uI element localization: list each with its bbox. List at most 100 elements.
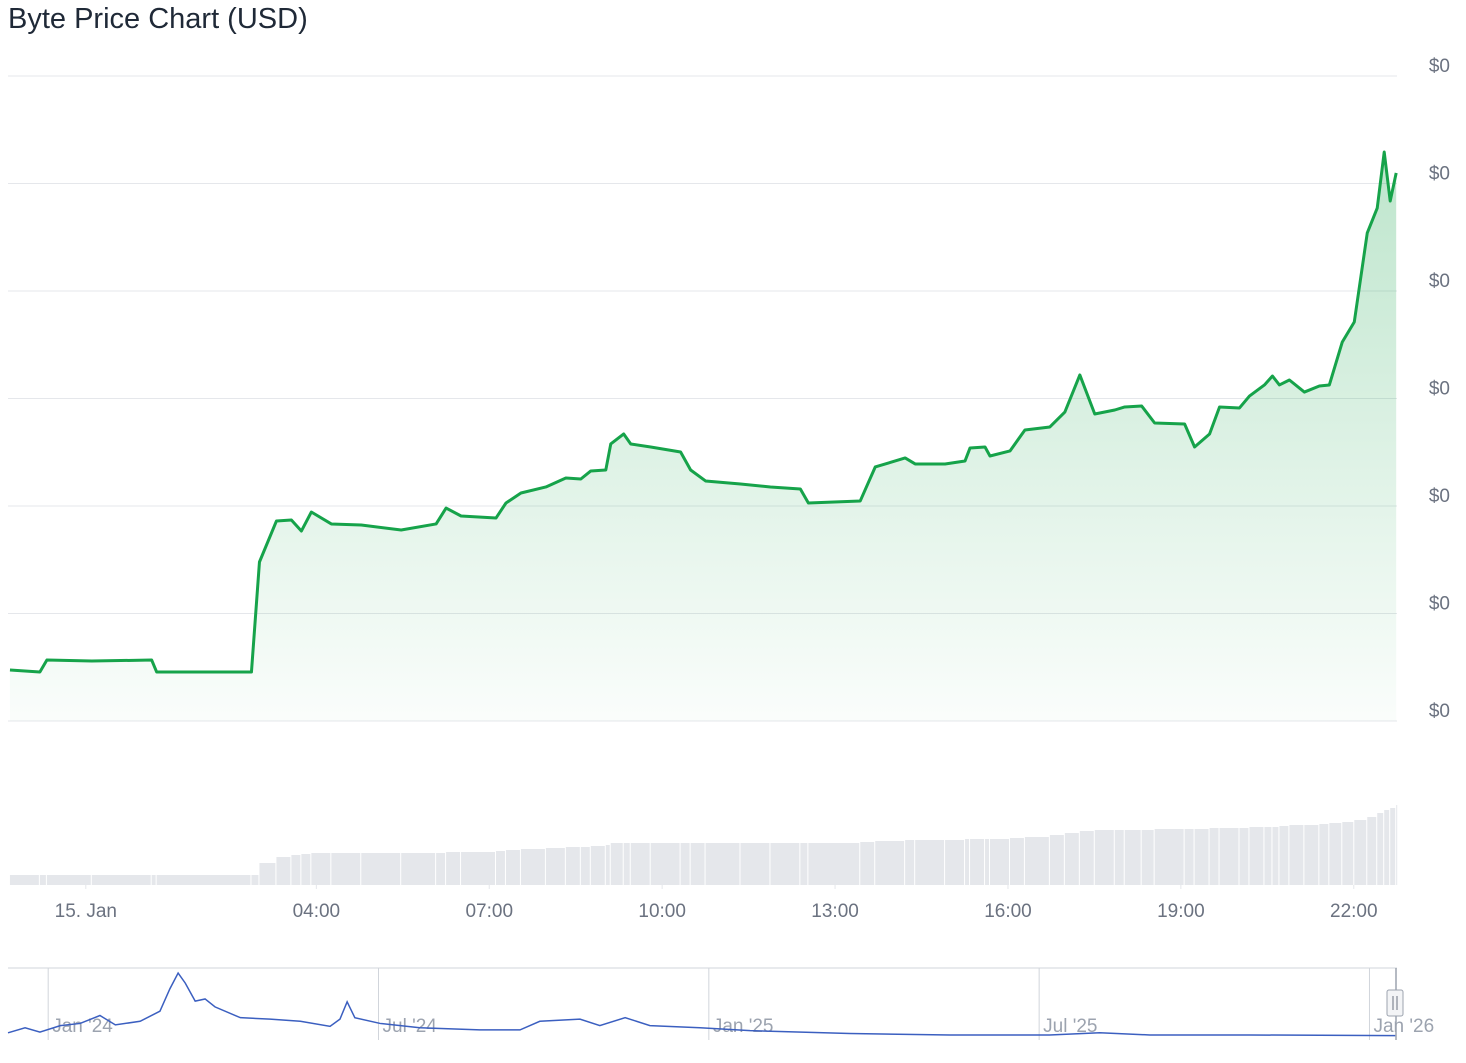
volume-bar (156, 875, 251, 885)
volume-bar (1049, 835, 1064, 885)
volume-bar (680, 843, 690, 885)
volume-bar (905, 840, 915, 885)
volume-bar (331, 853, 361, 885)
volume-bar (1279, 826, 1289, 885)
area-fill (9, 152, 1397, 721)
x-tick-label: 13:00 (811, 901, 859, 922)
volume-bar (1154, 829, 1184, 885)
handle-grip[interactable] (1386, 989, 1404, 1017)
volume-bar (650, 843, 680, 885)
volume-bar (1319, 824, 1329, 885)
x-tick-label: Jan '24 (52, 1016, 113, 1037)
x-tick-label: 15. Jan (55, 901, 117, 922)
volume-bar (989, 839, 1009, 885)
volume-bar (1272, 827, 1279, 885)
volume-bar (1124, 830, 1141, 885)
volume-bar (1264, 827, 1272, 885)
y-tick-label: $0 (1429, 271, 1450, 292)
volume-bar (1114, 830, 1124, 885)
volume-bar (1289, 825, 1304, 885)
price-line (9, 150, 1398, 674)
volume-bar (91, 875, 151, 885)
volume-bar (1354, 820, 1367, 885)
volume-bar (1024, 837, 1049, 885)
volume-bar (915, 840, 945, 885)
volume-bar (1239, 828, 1249, 885)
volume-bar (301, 854, 311, 885)
volume-bar (436, 853, 446, 885)
volume-bar (276, 857, 291, 885)
volume-bar (580, 847, 590, 885)
x-tick-label: Jul '25 (1043, 1016, 1097, 1037)
price-panel: $0 $0 $0 $0 $0 $0 $0 15. Jan 04:00 07:00 10:00 13:0… (8, 56, 1450, 922)
volume-bar (311, 853, 331, 885)
volume-bar (690, 843, 705, 885)
volume-bar (1219, 828, 1239, 885)
volume-bar (291, 855, 301, 885)
x-tick-label: 10:00 (638, 901, 686, 922)
y-tick-label: $0 (1429, 379, 1450, 400)
volume-bar (545, 848, 565, 885)
volume-bar (1342, 822, 1354, 885)
volume-bar (46, 875, 91, 885)
volume-bar (740, 843, 770, 885)
volume-bar (1390, 808, 1396, 885)
y-tick-label: $0 (1429, 486, 1450, 507)
volume-bar (1194, 829, 1209, 885)
chart-title: Byte Price Chart (USD) (8, 3, 308, 35)
x-tick-label: 07:00 (465, 901, 513, 922)
volume-bar (251, 875, 259, 885)
volume-bar (985, 839, 989, 885)
x-tick-label: 16:00 (984, 901, 1032, 922)
volume-bar (505, 850, 520, 885)
volume-bar (808, 843, 860, 885)
volume-bar (1367, 817, 1377, 885)
y-tick-label: $0 (1429, 701, 1450, 722)
volume-bar (860, 842, 875, 885)
y-tick-label: $0 (1429, 594, 1450, 615)
volume-bar (1079, 831, 1094, 885)
volume-bar (1329, 823, 1342, 885)
volume-bar (875, 841, 905, 885)
volume-bar (605, 845, 610, 885)
volume-bar (623, 843, 630, 885)
volume-bar (259, 863, 276, 885)
volume-bar (1396, 805, 1398, 885)
volume-bar (705, 843, 740, 885)
volume-bar (590, 846, 605, 885)
volume-bar (1141, 830, 1154, 885)
volume-bar (495, 851, 505, 885)
volume-bar (361, 853, 401, 885)
volume-bar (630, 843, 650, 885)
volume-bar (401, 853, 436, 885)
navigator-handle[interactable] (1386, 968, 1404, 1040)
volume-bar (9, 875, 39, 885)
y-tick-label: $0 (1429, 164, 1450, 185)
volume-bar (565, 847, 580, 885)
volume-bar (446, 852, 461, 885)
navigator-panel: Jan '24 Jul '24 Jan '25 Jul '25 Jan '26 (7, 967, 1434, 1040)
volume-bar (1009, 838, 1024, 885)
volume-bar (461, 852, 495, 885)
volume-bar (1094, 830, 1114, 885)
volume-bar (945, 840, 965, 885)
x-tick-label: 22:00 (1330, 901, 1378, 922)
y-tick-label: $0 (1429, 56, 1450, 77)
volume-bar (1184, 829, 1194, 885)
volume-bar (610, 843, 623, 885)
x-tick-label: 04:00 (293, 901, 341, 922)
volume-bar (1377, 813, 1384, 885)
x-tick-label: Jan '25 (713, 1016, 774, 1037)
volume-bar (1249, 827, 1264, 885)
volume-bar (770, 843, 800, 885)
x-tick-label: Jan '26 (1373, 1016, 1434, 1037)
volume-bar (39, 875, 46, 885)
volume-bar (520, 849, 545, 885)
volume-bar (1209, 828, 1219, 885)
volume-bar (1384, 810, 1390, 885)
volume-bar (970, 839, 985, 885)
volume-bar (1064, 833, 1079, 885)
volume-bar (1304, 825, 1319, 885)
navigator-line (7, 971, 1396, 1037)
